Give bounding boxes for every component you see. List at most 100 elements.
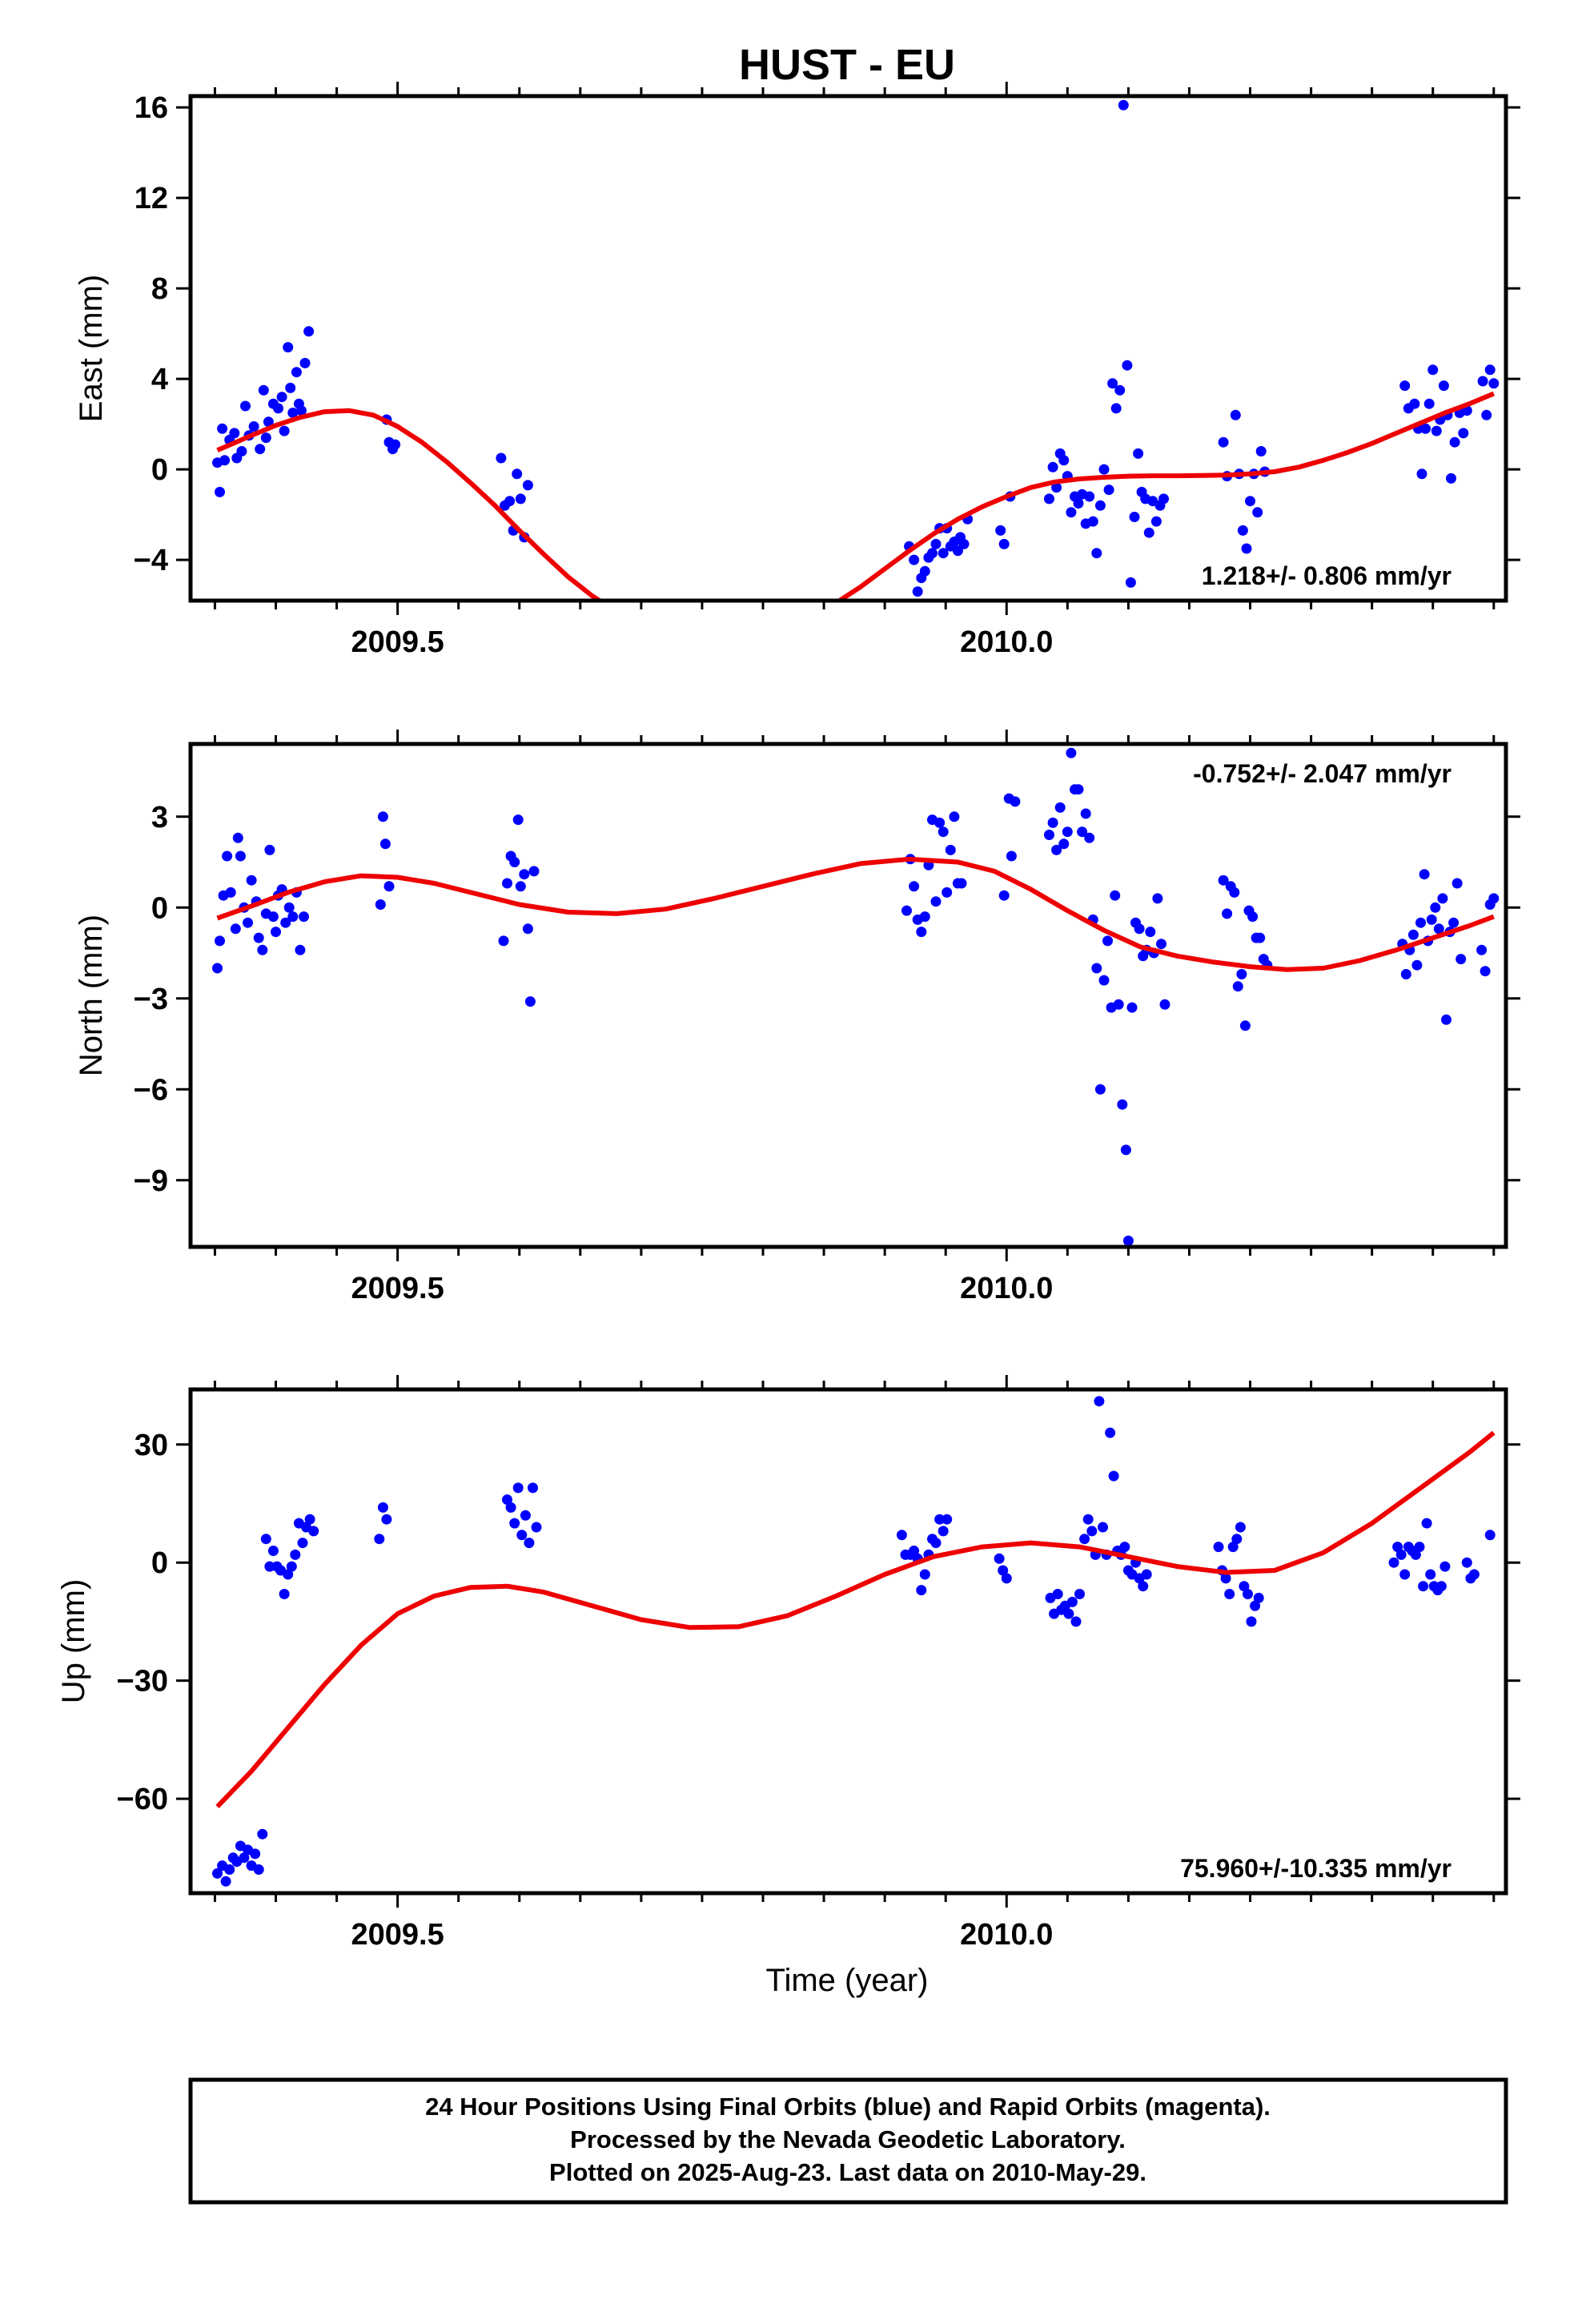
up-data-point — [264, 1561, 275, 1572]
up-data-point — [224, 1864, 235, 1875]
up-data-point — [516, 1530, 528, 1541]
east-data-point — [1103, 485, 1114, 496]
up-data-point — [1414, 1542, 1425, 1553]
east-data-point — [276, 392, 287, 403]
north-data-point — [375, 899, 386, 910]
east-data-point — [522, 480, 533, 491]
east-data-point — [512, 468, 523, 480]
north-data-point — [1218, 875, 1229, 886]
up-data-point — [286, 1561, 297, 1572]
up-data-point — [998, 1565, 1009, 1576]
north-data-point — [1126, 1002, 1138, 1013]
east-data-point — [1091, 548, 1102, 559]
north-data-point — [1091, 963, 1102, 974]
north-data-point — [232, 832, 243, 843]
north-data-point — [1098, 975, 1110, 986]
east-data-point — [287, 408, 299, 418]
east-data-point — [240, 400, 251, 412]
east-data-point — [958, 538, 970, 549]
north-data-point — [299, 911, 309, 923]
north-data-point — [230, 923, 241, 935]
east-rate-label: 1.218+/- 0.806 mm/yr — [1202, 561, 1452, 590]
east-data-point — [279, 425, 290, 436]
north-data-point — [1437, 893, 1448, 904]
up-data-point — [505, 1502, 516, 1513]
north-data-point — [1452, 878, 1463, 889]
footer-box: 24 Hour Positions Using Final Orbits (bl… — [188, 2077, 1508, 2205]
north-data-point — [1411, 959, 1423, 971]
north-y-tick-label: −3 — [134, 983, 168, 1016]
east-data-point — [1484, 364, 1496, 376]
north-data-point — [1047, 817, 1058, 828]
east-data-point — [1133, 448, 1144, 459]
up-data-point — [1224, 1589, 1235, 1599]
east-data-point — [303, 326, 315, 337]
east-data-point — [515, 493, 526, 505]
east-data-point — [1438, 380, 1449, 392]
up-data-point — [1243, 1589, 1253, 1599]
up-data-point — [916, 1585, 927, 1596]
north-data-point — [1456, 954, 1467, 965]
up-data-point — [1410, 1549, 1421, 1560]
east-data-point — [1423, 398, 1435, 409]
up-data-point — [938, 1526, 949, 1537]
north-data-point — [295, 944, 306, 955]
east-data-point — [1087, 516, 1098, 527]
up-data-point — [1119, 1542, 1130, 1553]
up-data-point — [1425, 1569, 1436, 1580]
east-data-point — [1107, 378, 1118, 389]
north-data-point — [934, 817, 946, 828]
east-x-tick-label: 2010.0 — [960, 625, 1053, 659]
up-data-point — [1246, 1616, 1257, 1627]
east-data-point — [1158, 493, 1169, 505]
east-data-point — [1399, 380, 1411, 392]
up-data-point — [381, 1514, 392, 1525]
up-data-point — [290, 1549, 301, 1560]
east-data-point — [1488, 378, 1500, 389]
up-data-point — [1439, 1561, 1451, 1572]
east-data-point — [1255, 446, 1267, 456]
north-plot-frame — [188, 742, 1508, 1249]
east-data-point — [258, 384, 269, 396]
up-data-point — [909, 1546, 920, 1556]
east-data-point — [1051, 482, 1062, 493]
north-data-point — [1430, 902, 1441, 913]
up-data-point — [1231, 1534, 1243, 1545]
east-data-point — [1129, 512, 1140, 522]
east-data-point — [1481, 409, 1492, 420]
east-y-tick-label: 8 — [151, 272, 168, 306]
up-data-point — [1086, 1526, 1098, 1537]
up-data-point — [1138, 1581, 1149, 1592]
east-data-point — [919, 565, 930, 577]
north-data-point — [377, 811, 388, 822]
east-data-point — [1237, 525, 1248, 536]
north-y-tick-label: 0 — [151, 891, 168, 925]
up-data-point — [1052, 1589, 1063, 1599]
x-axis-label: Time (year) — [766, 1963, 929, 1998]
east-data-point — [1427, 364, 1439, 376]
north-data-point — [1229, 887, 1240, 898]
up-data-point — [283, 1569, 294, 1580]
up-y-tick-label: 30 — [135, 1429, 168, 1462]
up-data-point — [1392, 1542, 1403, 1553]
up-data-point — [297, 1538, 308, 1549]
north-data-point — [222, 850, 233, 862]
north-data-point — [1066, 747, 1077, 758]
east-data-point — [291, 367, 302, 378]
north-data-point — [956, 878, 967, 889]
up-plot-frame — [188, 1387, 1508, 1896]
north-data-point — [1255, 932, 1266, 943]
east-y-tick-label: 0 — [151, 453, 168, 487]
north-fit-line — [216, 856, 1495, 972]
east-y-tick-label: −4 — [134, 544, 168, 577]
footer-line-3: Plotted on 2025-Aug-23. Last data on 201… — [549, 2158, 1146, 2186]
up-data-point — [1094, 1396, 1105, 1407]
north-data-point — [916, 927, 927, 938]
north-data-point — [1102, 935, 1113, 947]
north-data-point — [519, 869, 530, 880]
north-data-point — [1247, 911, 1259, 923]
east-data-point — [273, 403, 283, 414]
north-data-point — [1400, 969, 1411, 979]
east-data-point — [1143, 527, 1154, 538]
